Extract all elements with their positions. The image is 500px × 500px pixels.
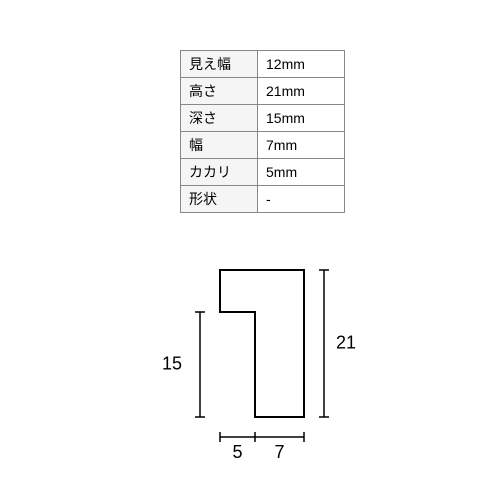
spec-value: 12mm [258, 51, 345, 78]
dim-depth: 15 [162, 353, 182, 373]
spec-label: カカリ [181, 159, 258, 186]
table-row: 深さ15mm [181, 105, 345, 132]
profile-diagram: 15 21 5 7 [150, 260, 400, 480]
spec-value: - [258, 186, 345, 213]
spec-label: 形状 [181, 186, 258, 213]
table-row: 幅7mm [181, 132, 345, 159]
spec-value: 7mm [258, 132, 345, 159]
dim-rabbet: 5 [232, 442, 242, 462]
spec-label: 高さ [181, 78, 258, 105]
dim-width: 7 [274, 442, 284, 462]
profile-outline [220, 270, 304, 417]
spec-label: 深さ [181, 105, 258, 132]
spec-value: 15mm [258, 105, 345, 132]
spec-label: 幅 [181, 132, 258, 159]
spec-table: 見え幅12mm高さ21mm深さ15mm幅7mmカカリ5mm形状- [180, 50, 345, 213]
spec-value: 5mm [258, 159, 345, 186]
spec-value: 21mm [258, 78, 345, 105]
dim-height: 21 [336, 332, 356, 352]
table-row: 形状- [181, 186, 345, 213]
spec-label: 見え幅 [181, 51, 258, 78]
table-row: 見え幅12mm [181, 51, 345, 78]
table-row: 高さ21mm [181, 78, 345, 105]
table-row: カカリ5mm [181, 159, 345, 186]
